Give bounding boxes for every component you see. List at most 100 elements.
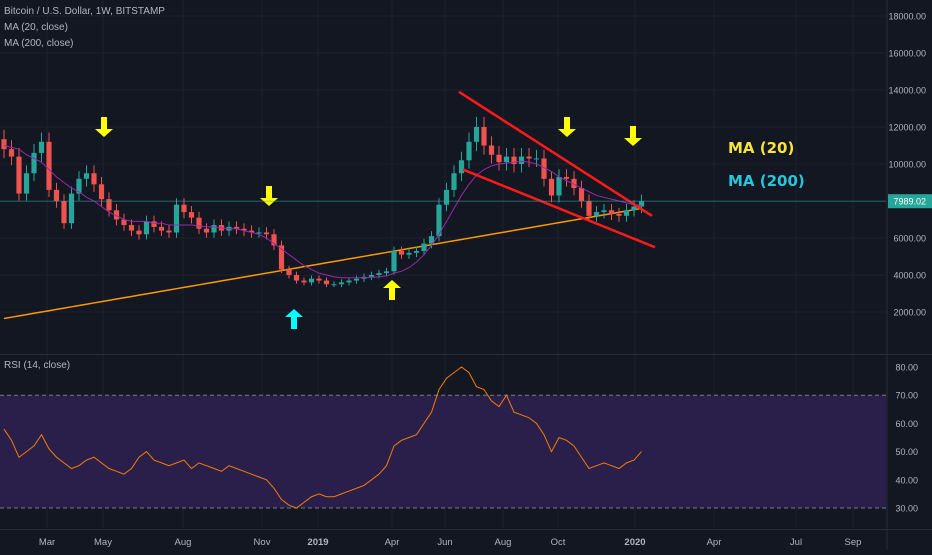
candle bbox=[593, 205, 600, 222]
candle bbox=[293, 271, 300, 284]
candle bbox=[151, 215, 157, 233]
candle-body bbox=[91, 173, 97, 185]
candle-body bbox=[481, 127, 487, 146]
candle-body bbox=[526, 156, 532, 159]
candle-body bbox=[308, 278, 315, 283]
candle-body bbox=[98, 184, 105, 200]
candle-body bbox=[406, 252, 412, 255]
candle bbox=[526, 147, 532, 168]
candle bbox=[518, 147, 525, 173]
candle-body bbox=[428, 236, 435, 244]
candle-body bbox=[128, 225, 135, 231]
candle bbox=[391, 246, 397, 275]
candle-body bbox=[473, 127, 480, 142]
candle bbox=[196, 211, 202, 235]
candle bbox=[158, 221, 165, 236]
ma200-annotation: MA (200) bbox=[728, 172, 805, 190]
symbol-legend: Bitcoin / U.S. Dollar, 1W, BITSTAMP bbox=[4, 6, 165, 17]
candle bbox=[578, 180, 585, 208]
candle-body bbox=[413, 250, 420, 253]
candle-body bbox=[338, 282, 345, 285]
candle-body bbox=[196, 217, 202, 229]
candle-body bbox=[188, 212, 195, 218]
time-tick-label: Aug bbox=[495, 537, 512, 548]
candle bbox=[338, 279, 345, 288]
candle bbox=[203, 223, 210, 238]
candle-body bbox=[398, 250, 405, 255]
last-price-label: 7989.02 bbox=[893, 197, 926, 207]
candle bbox=[211, 219, 217, 238]
candle-body bbox=[136, 230, 142, 235]
candle-body bbox=[623, 210, 630, 216]
candle-body bbox=[166, 230, 172, 233]
price-tick-label: 16000.00 bbox=[888, 49, 926, 59]
candle-body bbox=[511, 156, 517, 164]
candle-body bbox=[16, 156, 22, 194]
rsi-band bbox=[0, 395, 886, 508]
candle-body bbox=[368, 275, 375, 277]
candle-body bbox=[436, 204, 442, 237]
candle bbox=[503, 147, 510, 171]
candle bbox=[263, 227, 270, 240]
candle-body bbox=[83, 173, 90, 179]
candle bbox=[91, 165, 97, 192]
candle-body bbox=[616, 213, 622, 216]
time-tick-label: Mar bbox=[39, 537, 55, 548]
candle bbox=[331, 281, 337, 288]
candle-body bbox=[383, 271, 390, 274]
candle bbox=[38, 132, 45, 162]
candle bbox=[1, 129, 7, 159]
candle bbox=[556, 169, 562, 203]
candle-body bbox=[143, 221, 150, 235]
price-tick-label: 12000.00 bbox=[888, 123, 926, 133]
time-tick-label: Jul bbox=[790, 537, 802, 548]
price-tick-label: 10000.00 bbox=[888, 160, 926, 170]
candle-body bbox=[211, 225, 217, 233]
down-arrow-icon bbox=[624, 126, 642, 146]
time-tick-label: Jun bbox=[437, 537, 452, 548]
candle-body bbox=[638, 201, 645, 207]
candle-body bbox=[203, 228, 210, 233]
candle bbox=[586, 194, 592, 222]
time-tick-label: 2019 bbox=[307, 537, 328, 548]
candle bbox=[481, 117, 487, 155]
candle bbox=[136, 225, 142, 240]
candle-body bbox=[46, 141, 52, 190]
rsi-tick-label: 70.00 bbox=[895, 391, 918, 401]
candle-body bbox=[181, 204, 187, 213]
price-tick-label: 2000.00 bbox=[893, 308, 926, 318]
candle-body bbox=[113, 210, 120, 220]
candle bbox=[248, 225, 255, 238]
rsi-tick-label: 80.00 bbox=[895, 363, 918, 373]
candle-body bbox=[241, 228, 247, 231]
candle bbox=[323, 277, 330, 288]
ma200-line bbox=[3, 207, 642, 320]
candle-body bbox=[541, 158, 547, 179]
candle bbox=[353, 275, 360, 284]
candle bbox=[233, 221, 240, 235]
candle-body bbox=[106, 199, 112, 211]
candle bbox=[616, 207, 622, 222]
time-tick-label: Apr bbox=[707, 537, 722, 548]
candle bbox=[121, 213, 127, 231]
candle-body bbox=[53, 189, 60, 201]
ma20-annotation: MA (20) bbox=[728, 139, 795, 157]
candle-body bbox=[1, 139, 7, 150]
candle-body bbox=[61, 201, 67, 224]
candle-body bbox=[256, 232, 262, 234]
time-tick-label: Oct bbox=[551, 537, 566, 548]
candle bbox=[76, 171, 82, 201]
candle bbox=[8, 140, 15, 166]
time-tick-label: Aug bbox=[175, 537, 192, 548]
up-arrow-icon bbox=[383, 280, 401, 300]
candle-body bbox=[323, 280, 330, 285]
candle-body bbox=[316, 278, 322, 281]
candle bbox=[143, 215, 150, 240]
candle bbox=[548, 171, 555, 203]
candle-body bbox=[443, 189, 450, 205]
candle bbox=[398, 246, 405, 259]
candle bbox=[241, 223, 247, 236]
candle bbox=[451, 165, 457, 198]
